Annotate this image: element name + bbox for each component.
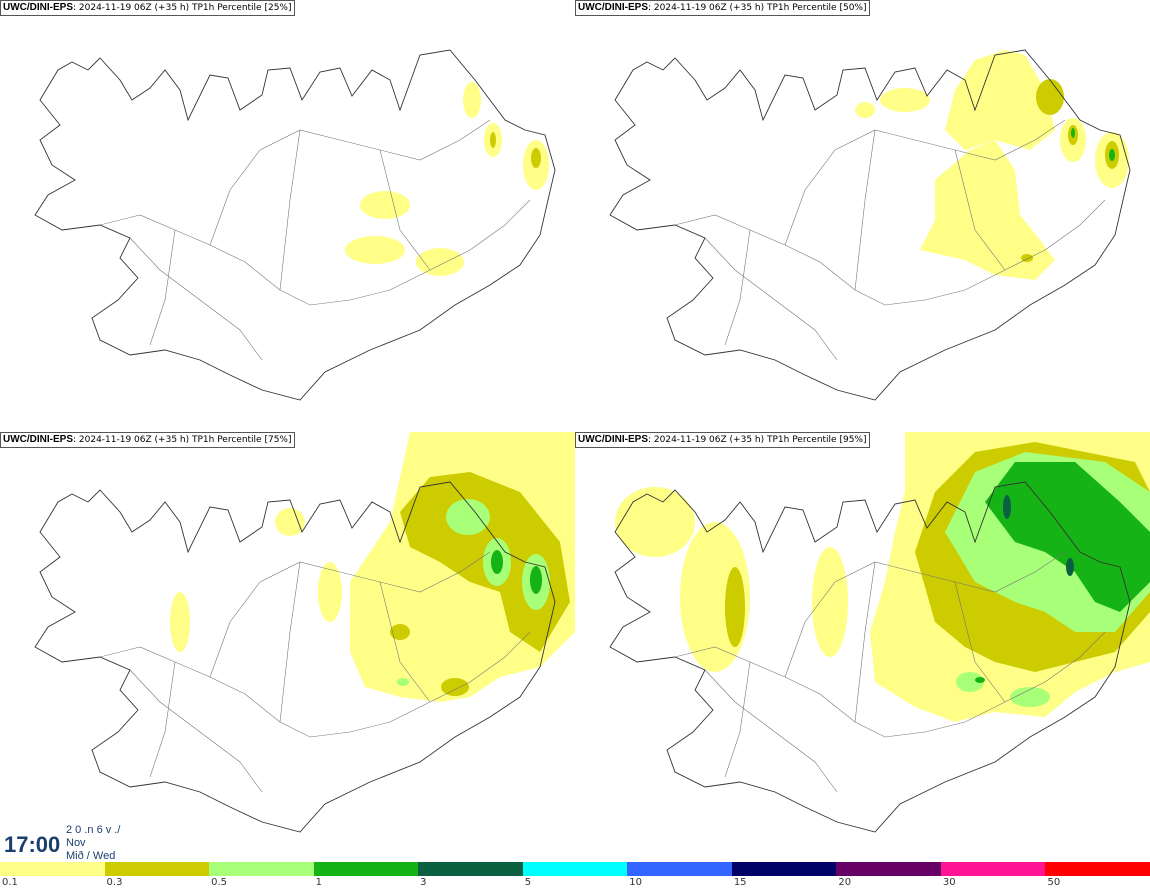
colorbar-swatch — [104, 862, 210, 876]
colorbar-swatch — [627, 862, 733, 876]
colorbar-swatch — [313, 862, 419, 876]
colorbar-tick-label: 0.3 — [106, 877, 123, 888]
valid-time: 17:00 — [4, 832, 61, 857]
colorbar-swatch — [418, 862, 524, 876]
precip-field — [170, 432, 575, 702]
valid-time-box: 17:00 2 0 .n 6 v ./ Nov Mið / Wed — [0, 824, 134, 862]
precip-field — [345, 82, 549, 276]
precip-map — [34, 432, 575, 833]
colorbar-tick-label: 30 — [942, 877, 956, 888]
colorbar-tick-label: 50 — [1047, 877, 1061, 888]
precip-field — [855, 50, 1129, 280]
panel-title: UWC/DINI-EPS: 2024-11-19 06Z (+35 h) TP1… — [575, 432, 871, 448]
colorbar — [0, 862, 1150, 876]
map-panel-p50: UWC/DINI-EPS: 2024-11-19 06Z (+35 h) TP1… — [575, 0, 1150, 432]
colorbar-swatch — [522, 862, 628, 876]
precip-map — [609, 432, 1150, 833]
map-panel-p75: UWC/DINI-EPS: 2024-11-19 06Z (+35 h) TP1… — [0, 432, 575, 864]
colorbar-swatch — [731, 862, 837, 876]
colorbar-tick-label: 3 — [420, 877, 427, 888]
precip-field — [615, 432, 1150, 722]
colorbar-swatch — [1045, 862, 1150, 876]
colorbar-tick-label: 0.1 — [2, 877, 18, 888]
colorbar-tick-label: 5 — [524, 877, 532, 888]
valid-date: 2 0 .n 6 v ./ Nov Mið / Wed — [66, 824, 121, 862]
precip-map — [34, 49, 556, 401]
colorbar-tick-label: 10 — [629, 877, 642, 888]
colorbar-tick-label: 20 — [838, 877, 852, 888]
precip-map — [609, 49, 1131, 401]
colorbar-tick-label: 15 — [733, 877, 747, 888]
colorbar-swatch — [836, 862, 942, 876]
map-panel-p95: UWC/DINI-EPS: 2024-11-19 06Z (+35 h) TP1… — [575, 432, 1150, 864]
panel-title: UWC/DINI-EPS: 2024-11-19 06Z (+35 h) TP1… — [575, 0, 871, 16]
colorbar-swatch — [0, 862, 106, 876]
map-panel-p25: UWC/DINI-EPS: 2024-11-19 06Z (+35 h) TP1… — [0, 0, 575, 432]
colorbar-swatch — [209, 862, 315, 876]
colorbar-tick-label: 1 — [315, 877, 322, 888]
panel-title: UWC/DINI-EPS: 2024-11-19 06Z (+35 h) TP1… — [0, 432, 296, 448]
colorbar-ticks: 0.1 0.3 0.5 1 3 5 10 15 20 30 50 — [0, 876, 1150, 891]
colorbar-tick-label: 0.5 — [211, 877, 227, 888]
panel-title: UWC/DINI-EPS: 2024-11-19 06Z (+35 h) TP1… — [0, 0, 296, 16]
colorbar-swatch — [940, 862, 1046, 876]
